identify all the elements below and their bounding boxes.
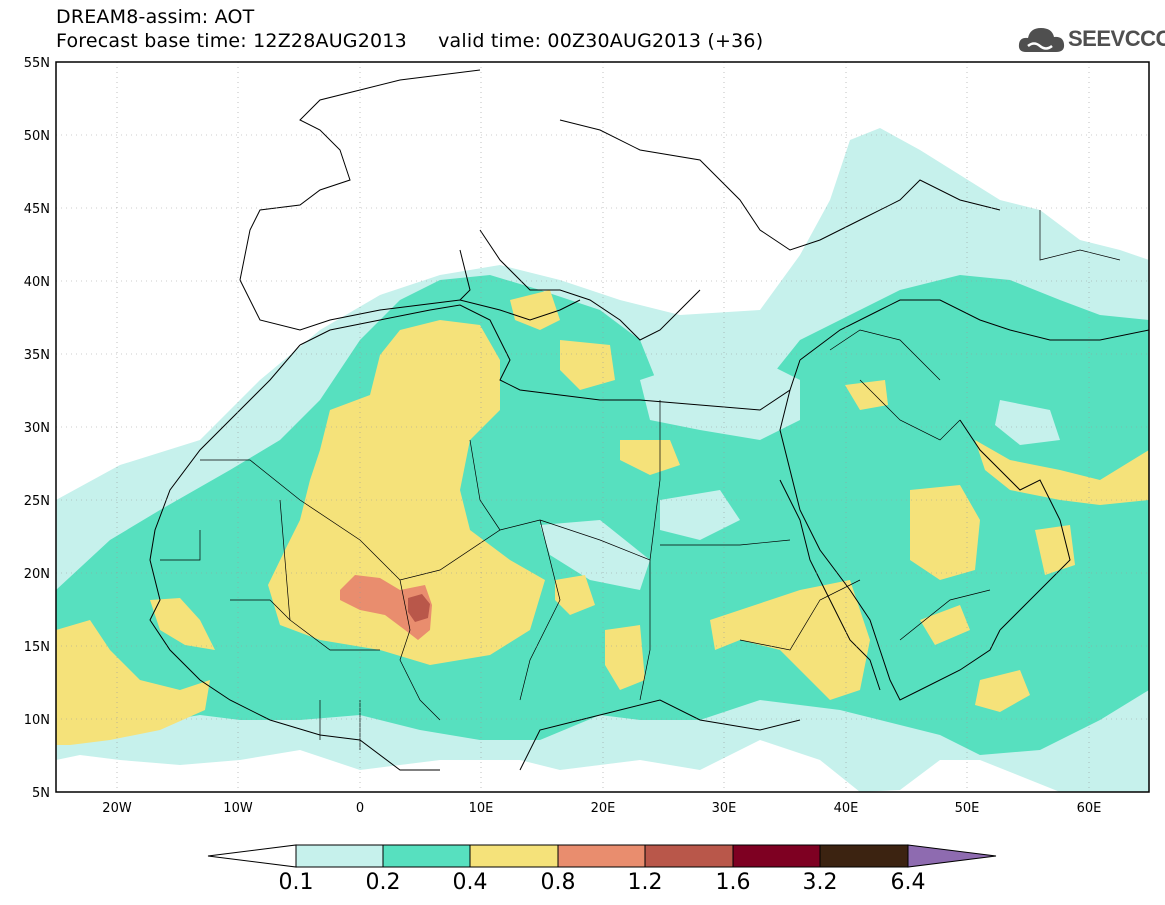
lat-label: 20N: [24, 567, 50, 582]
lat-axis: 55N 50N 45N 40N 35N 30N 25N 20N 15N 10N …: [24, 56, 50, 801]
lat-label: 5N: [32, 786, 50, 801]
aot-field: [56, 128, 1149, 792]
lon-label: 30E: [712, 801, 737, 816]
colorbar-label: 0.2: [365, 870, 401, 895]
lon-axis: 20W 10W 0 10E 20E 30E 40E 50E 60E: [102, 801, 1101, 816]
colorbar-swatch: [469, 844, 559, 868]
colorbar-under: [207, 844, 297, 868]
aot-band-04: [268, 320, 545, 665]
colorbar-swatch: [557, 844, 646, 868]
lon-label: 50E: [955, 801, 980, 816]
lat-label: 15N: [24, 640, 50, 655]
valid-time: valid time: 00Z30AUG2013 (+36): [438, 30, 764, 52]
grid: [56, 62, 1149, 792]
colorbar-swatch: [382, 844, 471, 868]
colorbar-swatch: [295, 844, 384, 868]
lat-label: 45N: [24, 202, 50, 217]
lat-label: 30N: [24, 421, 50, 436]
base-time: Forecast base time: 12Z28AUG2013: [56, 30, 407, 52]
colorbar-label: 1.6: [715, 870, 751, 895]
lon-label: 10E: [469, 801, 494, 816]
map-title: DREAM8-assim: AOT: [56, 6, 255, 28]
lon-label: 20E: [591, 801, 616, 816]
lat-label: 10N: [24, 713, 50, 728]
lat-label: 50N: [24, 129, 50, 144]
colorbar-swatch: [732, 844, 821, 868]
logo-text: SEEVCCC: [1068, 26, 1165, 51]
lat-label: 55N: [24, 56, 50, 71]
colorbar-swatch: [819, 844, 909, 868]
lon-label: 40E: [834, 801, 859, 816]
seevccc-logo: SEEVCCC: [1018, 22, 1165, 58]
lat-label: 35N: [24, 348, 50, 363]
colorbar-label: 0.1: [278, 870, 314, 895]
lon-label: 10W: [223, 801, 253, 816]
lat-label: 40N: [24, 275, 50, 290]
colorbar-label: 6.4: [890, 870, 926, 895]
cloud-icon: [1018, 28, 1065, 52]
map-frame: [55, 61, 1150, 793]
lon-label: 20W: [102, 801, 132, 816]
colorbar-swatch: [644, 844, 734, 868]
lat-label: 25N: [24, 494, 50, 509]
borders: [160, 210, 1121, 750]
lon-label: 60E: [1077, 801, 1102, 816]
colorbar-over: [907, 844, 997, 868]
colorbar-label: 0.8: [540, 870, 576, 895]
time-info: Forecast base time: 12Z28AUG2013 valid t…: [56, 30, 763, 52]
colorbar-label: 3.2: [802, 870, 838, 895]
aot-band-12: [408, 594, 430, 622]
colorbar-label: 0.4: [452, 870, 488, 895]
colorbar: [207, 844, 997, 868]
lon-label: 0: [356, 801, 364, 816]
colorbar-label: 1.2: [627, 870, 663, 895]
coastlines: [149, 69, 1149, 771]
